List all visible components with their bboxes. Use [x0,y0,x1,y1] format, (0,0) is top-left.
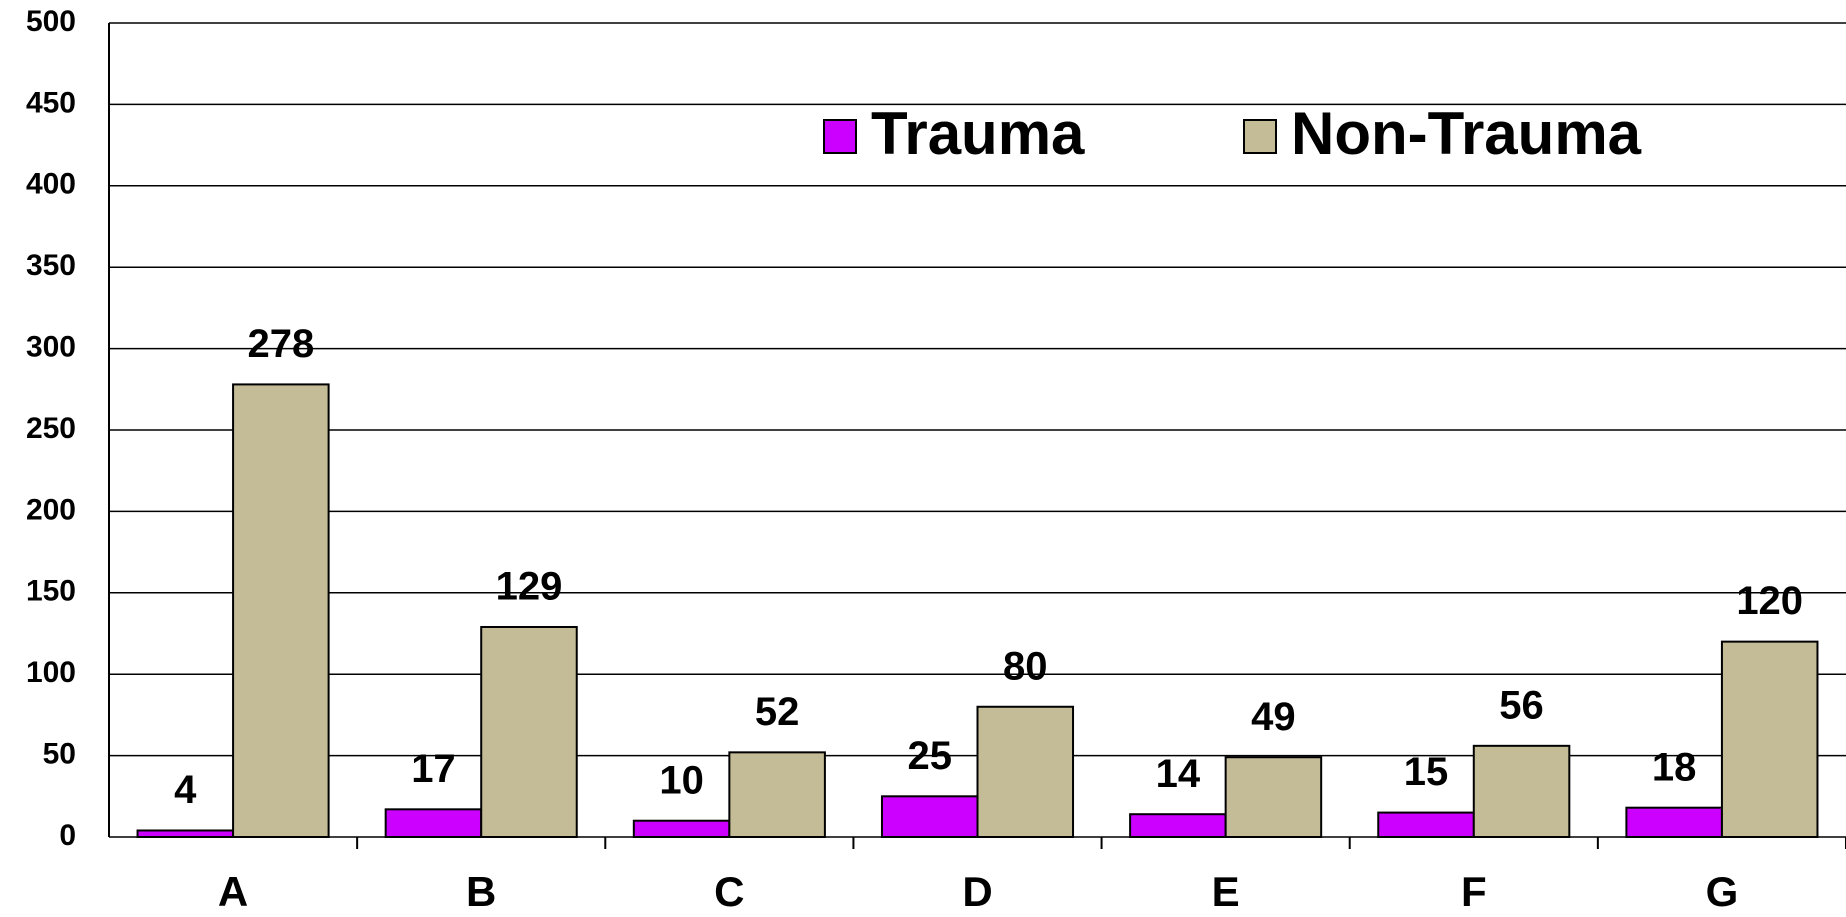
y-tick-label: 0 [59,819,76,852]
bar [880,795,979,838]
data-label: 14 [1156,752,1201,796]
y-tick-label: 300 [26,331,76,364]
legend-label: Trauma [871,100,1085,167]
y-tick-label: 150 [26,575,76,608]
legend-swatch [823,119,857,154]
data-label: 17 [411,747,456,791]
x-tick-label: C [714,868,744,912]
data-label: 18 [1652,745,1697,789]
bar [1224,756,1323,839]
y-tick-label: 250 [26,412,76,445]
bar [232,383,330,838]
bar [976,705,1075,839]
x-tick-label: A [218,868,248,912]
y-tick-label: 50 [43,738,76,771]
x-tick-label: B [466,868,496,912]
bar [136,829,235,838]
y-tick-label: 350 [26,249,76,282]
bar [632,819,731,838]
data-label: 15 [1404,750,1449,794]
bar [1129,813,1227,839]
x-tick-label: F [1461,868,1487,912]
data-label: 49 [1251,695,1296,739]
bar [480,625,578,838]
x-tick-label: D [962,868,992,912]
x-tick-label: E [1212,868,1240,912]
data-label: 120 [1736,579,1803,623]
y-tick-label: 400 [26,168,76,201]
y-tick-label: 500 [26,5,76,38]
y-tick-label: 100 [26,656,76,689]
y-tick-label: 200 [26,493,76,526]
bar [384,808,483,838]
bar [1720,640,1819,839]
bar [1472,744,1571,838]
data-label: 52 [755,690,800,734]
bar [728,751,826,838]
legend-swatch [1243,119,1277,154]
data-label: 4 [174,768,197,812]
bar [1625,806,1723,838]
data-label: 25 [907,734,952,778]
data-label: 80 [1003,644,1048,688]
data-label: 10 [659,758,704,802]
y-tick-label: 450 [26,86,76,119]
data-label: 129 [496,565,563,609]
bar [1377,811,1475,839]
data-label: 278 [247,322,314,366]
legend-label: Non-Trauma [1291,100,1642,167]
data-label: 56 [1499,683,1544,727]
x-tick-label: G [1706,868,1739,912]
